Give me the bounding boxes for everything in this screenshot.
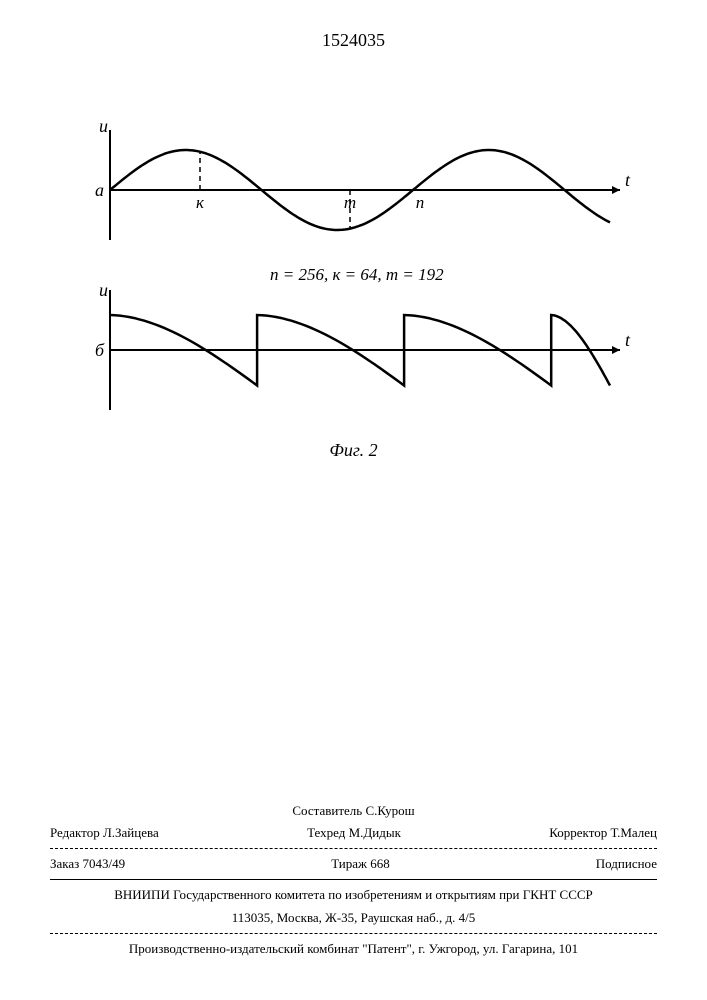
chart-b-rowlabel: б — [95, 340, 105, 360]
org-line-1: ВНИИПИ Государственного комитета по изоб… — [50, 884, 657, 906]
corrector: Корректор Т.Малец — [549, 824, 657, 842]
divider-3 — [50, 933, 657, 934]
techred: Техред М.Дидык — [307, 824, 401, 842]
figure-area: и t а к m n n = 256, к = 64, m = 192 и t… — [80, 120, 640, 440]
subscription: Подписное — [596, 855, 657, 873]
marker-k-label: к — [196, 193, 205, 212]
divider-1 — [50, 848, 657, 849]
figure-caption: Фиг. 2 — [0, 440, 707, 461]
order: Заказ 7043/49 — [50, 855, 125, 873]
chart-a-rowlabel: а — [95, 180, 104, 200]
marker-m-label: m — [344, 193, 356, 212]
divider-2 — [50, 879, 657, 880]
chart-a: и t а к m n — [95, 120, 631, 240]
printer-line: Производственно-издательский комбинат "П… — [50, 938, 657, 960]
footer-block: Составитель С.Курош Редактор Л.Зайцева Т… — [50, 800, 657, 960]
chart-b-ylabel: и — [99, 280, 108, 300]
chart-b-xlabel: t — [625, 330, 631, 350]
chart-a-xlabel: t — [625, 170, 631, 190]
chart-a-ylabel: и — [99, 120, 108, 136]
chart-b: и t б — [95, 280, 631, 410]
marker-n-label: n — [416, 193, 425, 212]
tirage: Тираж 668 — [331, 855, 390, 873]
editor: Редактор Л.Зайцева — [50, 824, 159, 842]
values-line: n = 256, к = 64, m = 192 — [270, 265, 444, 284]
compiler-line: Составитель С.Курош — [50, 800, 657, 822]
charts-svg: и t а к m n n = 256, к = 64, m = 192 и t… — [80, 120, 640, 440]
page-number: 1524035 — [0, 30, 707, 51]
org-line-2: 113035, Москва, Ж-35, Раушская наб., д. … — [50, 907, 657, 929]
